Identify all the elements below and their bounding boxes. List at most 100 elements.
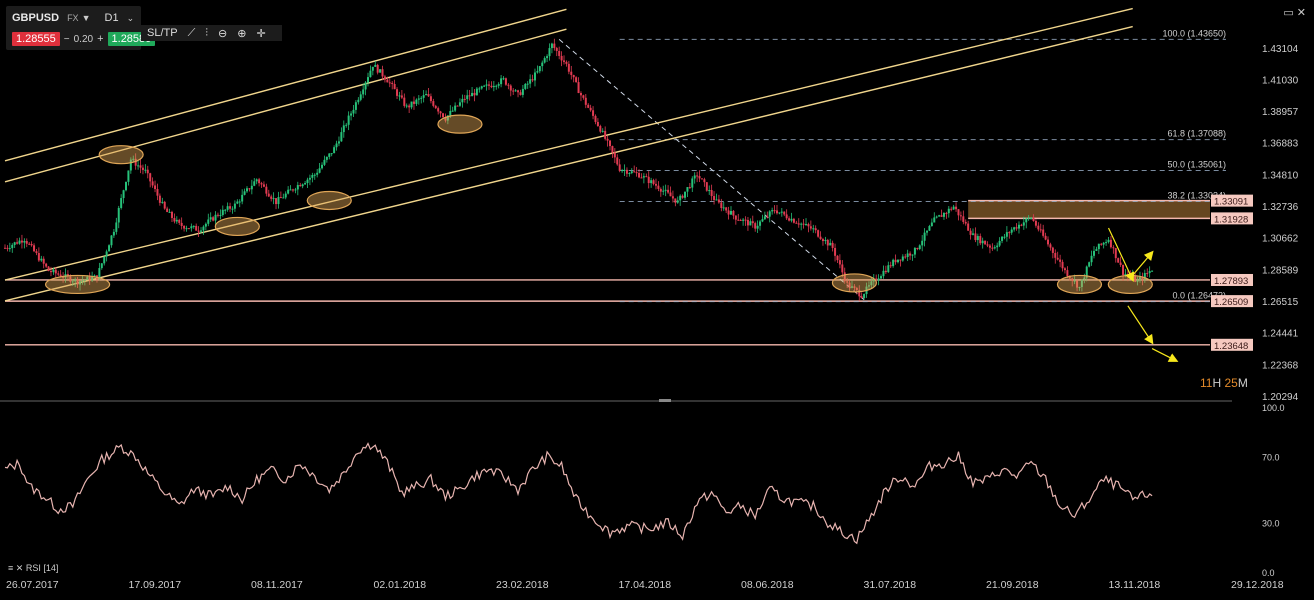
- candle-body: [13, 242, 16, 245]
- candle-body: [415, 99, 418, 104]
- close-icon[interactable]: ✕: [1296, 7, 1306, 19]
- trend-channel-line[interactable]: [4, 28, 567, 183]
- candle-body: [579, 93, 582, 96]
- direction-arrow[interactable]: [1107, 227, 1135, 283]
- date-tick-label: 08.06.2018: [741, 579, 794, 591]
- candle-body: [284, 193, 287, 198]
- candle-body: [938, 215, 941, 217]
- highlight-ellipse[interactable]: [44, 274, 111, 295]
- candle-body: [386, 79, 389, 83]
- maximize-icon[interactable]: ▭: [1283, 7, 1294, 19]
- menu-icon[interactable]: ≡: [8, 563, 14, 573]
- candle-body: [492, 85, 495, 88]
- candle-body: [507, 84, 510, 86]
- candle-body: [696, 175, 699, 177]
- symbol-label[interactable]: GBPUSD: [12, 12, 60, 24]
- candle-body: [928, 226, 931, 231]
- candle-body: [200, 230, 203, 232]
- candle-body: [396, 89, 399, 96]
- candle-body: [417, 98, 420, 100]
- candle-body: [37, 253, 40, 261]
- candle-body: [132, 158, 135, 160]
- direction-arrow[interactable]: [1127, 305, 1154, 345]
- candle-body: [959, 215, 962, 217]
- highlight-ellipse[interactable]: [437, 114, 483, 134]
- candle-body: [1109, 239, 1112, 248]
- candle-body: [700, 178, 703, 180]
- candle-body: [408, 105, 411, 108]
- draw-line-icon[interactable]: ⟋: [187, 26, 196, 39]
- candle-body: [420, 97, 423, 99]
- candle-body: [613, 152, 616, 158]
- timeframe-selector[interactable]: D1: [104, 12, 119, 24]
- candle-body: [1037, 225, 1040, 230]
- highlight-ellipse[interactable]: [214, 216, 260, 237]
- candle-body: [28, 243, 31, 245]
- date-tick-label: 13.11.2018: [1109, 579, 1161, 591]
- candle-body: [265, 186, 268, 194]
- level-price-tag: [1211, 212, 1253, 225]
- rsi-tick-label: 70.0: [1262, 453, 1280, 463]
- candle-body: [609, 140, 611, 147]
- candle-body: [812, 228, 815, 230]
- highlight-ellipse[interactable]: [306, 190, 352, 211]
- candle-body: [449, 111, 452, 116]
- highlight-ellipse[interactable]: [1107, 274, 1153, 295]
- candle-body: [955, 206, 958, 210]
- direction-arrow[interactable]: [1132, 250, 1154, 276]
- fibonacci-label: 38.2 (1.33034): [1167, 190, 1226, 200]
- sltp-button[interactable]: SL/TP: [147, 27, 178, 39]
- candle-body: [715, 199, 718, 201]
- candle-body: [688, 187, 691, 189]
- trend-channel-line[interactable]: [4, 8, 567, 162]
- fibonacci-label: 100.0 (1.43650): [1162, 28, 1226, 38]
- candle-body: [693, 175, 696, 179]
- candle-body: [657, 185, 660, 189]
- zoom-out-icon[interactable]: ⊖: [218, 27, 228, 40]
- candle-body: [154, 185, 157, 190]
- candle-body: [717, 199, 720, 203]
- candle-body: [161, 201, 164, 203]
- candle-body: [749, 221, 752, 226]
- candle-body: [258, 179, 261, 184]
- candle-body: [923, 232, 926, 241]
- price-tick-label: 1.30662: [1262, 234, 1299, 245]
- highlight-ellipse[interactable]: [98, 145, 144, 165]
- candle-body: [434, 105, 437, 109]
- fibonacci-trendline[interactable]: [558, 39, 867, 303]
- candle-body: [115, 222, 118, 232]
- candle-body: [497, 84, 500, 86]
- sell-price-button[interactable]: 1.28555: [12, 32, 60, 46]
- candle-body: [768, 211, 771, 217]
- chevron-down-icon[interactable]: ⌄: [126, 12, 135, 23]
- candle-body: [570, 71, 573, 75]
- highlight-ellipse[interactable]: [831, 273, 878, 293]
- indicators-icon[interactable]: ⫶: [205, 26, 209, 39]
- trend-channel-line[interactable]: [4, 25, 1133, 302]
- highlight-ellipse[interactable]: [1056, 274, 1103, 295]
- candle-body: [1078, 286, 1081, 288]
- chevron-down-icon[interactable]: ▼: [81, 13, 91, 23]
- candle-body: [325, 156, 328, 160]
- pane-resize-handle[interactable]: [659, 399, 671, 402]
- candle-body: [62, 276, 65, 278]
- trend-channel-line[interactable]: [4, 7, 1133, 281]
- candle-body: [350, 113, 353, 116]
- crosshair-icon[interactable]: ✛: [256, 27, 266, 40]
- close-icon[interactable]: ✕: [15, 563, 24, 573]
- candle-body: [640, 177, 643, 179]
- direction-arrow[interactable]: [1151, 348, 1179, 362]
- zoom-in-icon[interactable]: ⊕: [237, 27, 247, 40]
- candle-body: [1080, 279, 1083, 287]
- price-tick-label: 1.38957: [1262, 107, 1299, 118]
- candle-body: [279, 197, 282, 199]
- candle-body: [780, 211, 783, 213]
- candle-body: [25, 240, 28, 244]
- candle-body: [190, 226, 193, 229]
- candle-body: [630, 171, 633, 174]
- candle-body: [1020, 224, 1023, 226]
- candle-body: [197, 230, 200, 232]
- candle-body: [446, 115, 449, 121]
- candle-body: [867, 285, 870, 287]
